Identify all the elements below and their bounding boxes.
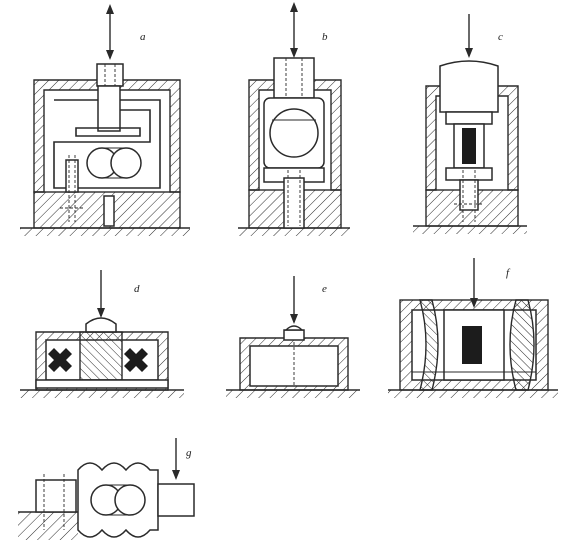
panel-g: g (18, 438, 195, 540)
panel-f: f (388, 258, 558, 398)
panel-g-force-arrow (172, 438, 180, 480)
panel-b-housing (248, 79, 342, 191)
panel-c-column-element (439, 60, 499, 222)
panel-a-load-stud (96, 63, 124, 87)
panel-a-spring-element (53, 85, 161, 189)
panel-a-label: a (140, 31, 146, 43)
panel-c: c (413, 14, 527, 234)
panel-c-ground (413, 225, 527, 234)
panel-g-wall-mount (18, 474, 78, 540)
panel-d-shear-gauges (48, 348, 148, 372)
panel-e-force-arrow (290, 276, 298, 324)
panel-e-label: e (322, 283, 327, 295)
panel-a-force-arrow (106, 4, 114, 60)
panel-d-force-arrow (97, 270, 105, 318)
panel-f-ground (388, 389, 558, 398)
panel-g-label: g (186, 447, 192, 459)
panel-c-label: c (498, 31, 503, 43)
panel-b: b (238, 2, 350, 236)
panel-b-ring-element (263, 57, 325, 229)
panel-a-housing (33, 79, 181, 193)
panel-c-strain-gauge (462, 128, 476, 164)
panel-e-housing (239, 325, 349, 391)
panel-c-force-arrow (465, 14, 473, 58)
panel-e: e (226, 276, 360, 398)
panel-c-housing (425, 85, 519, 191)
panel-a: a (20, 4, 190, 236)
panel-e-ground (226, 389, 360, 398)
panel-a-ground (20, 227, 190, 236)
panel-g-beam-element (77, 462, 195, 538)
panel-d-diaphragm (35, 379, 169, 389)
panel-d-housing (35, 317, 169, 391)
panel-f-strain-gauge (462, 326, 482, 364)
panel-d-ground (20, 389, 184, 398)
panel-b-force-arrow (290, 2, 298, 58)
panel-f-housing (399, 299, 549, 391)
panel-a-mounting-bolts (60, 155, 115, 227)
panel-f-label: f (506, 267, 511, 279)
panel-b-ground (238, 227, 350, 236)
panel-b-label: b (322, 31, 328, 43)
panel-d-label: d (134, 283, 140, 295)
panel-d: d (20, 270, 184, 398)
